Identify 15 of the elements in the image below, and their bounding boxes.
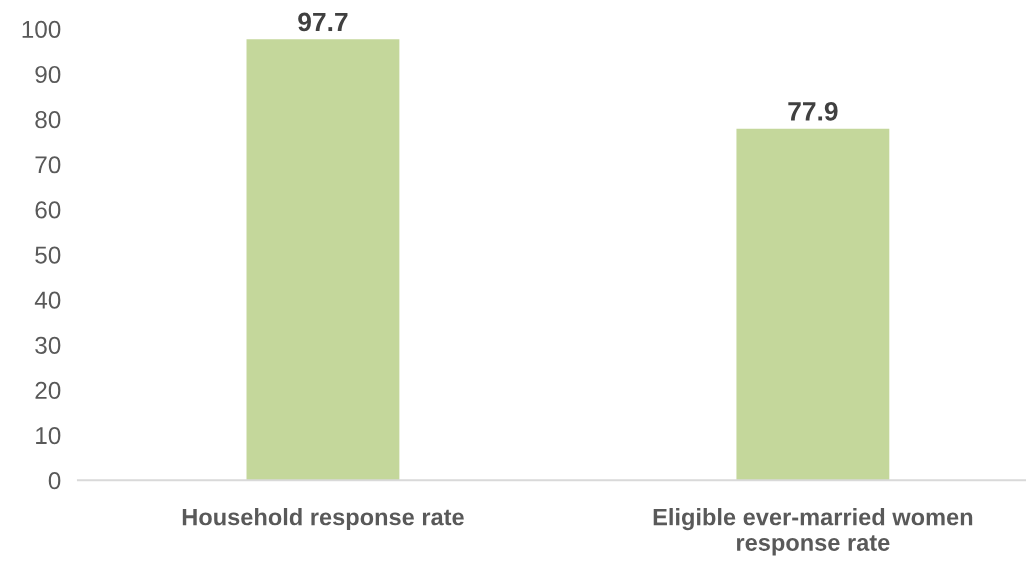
y-tick-label: 70 [35, 156, 61, 174]
y-tick-label: 40 [34, 291, 61, 309]
y-tick-label: 80 [35, 111, 61, 129]
y-tick-label: 90 [35, 65, 61, 84]
x-tick-label: Eligible ever-married women response rate [653, 508, 973, 556]
x-tick-label: Household response rate [182, 508, 464, 531]
y-tick-label: 60 [35, 201, 61, 219]
y-tick-label: 0 [48, 472, 61, 490]
data-label: 97.7 [298, 12, 348, 32]
y-tick-label: 100 [22, 20, 61, 38]
y-tick-label: 50 [35, 246, 61, 264]
data-label: 77.9 [788, 101, 838, 121]
y-tick-label: 20 [35, 381, 61, 400]
y-tick-label: 10 [36, 426, 61, 445]
y-tick-label: 30 [35, 336, 61, 354]
